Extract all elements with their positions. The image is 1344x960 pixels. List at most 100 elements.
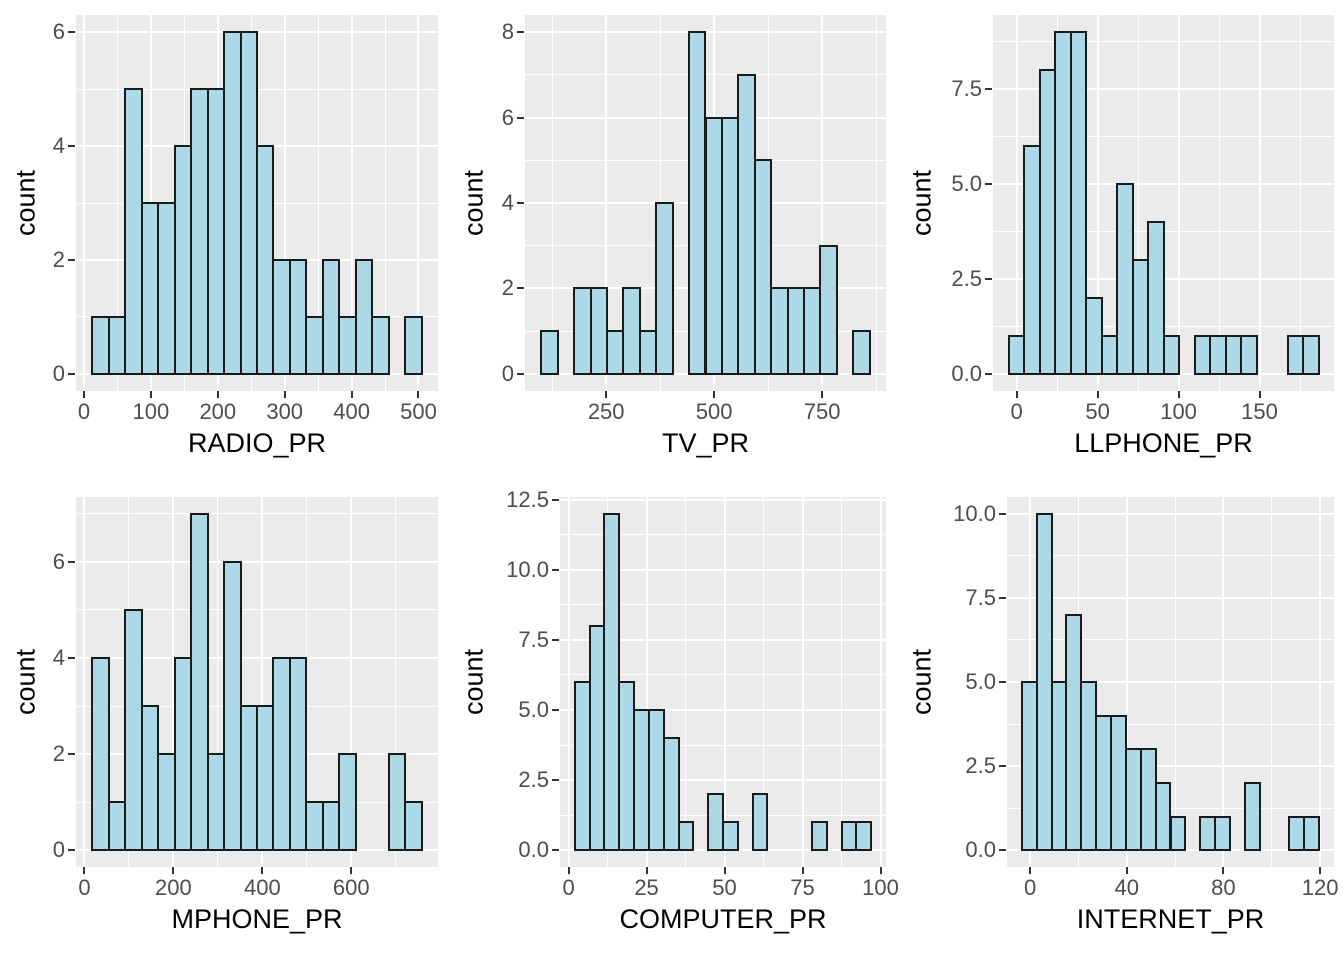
x-tick-label: 40 (1114, 875, 1139, 900)
gridline-major (645, 497, 648, 867)
gridline-minor (560, 674, 886, 676)
y-tick-mark (552, 498, 559, 501)
y-tick-label: 2.5 (951, 265, 982, 291)
histogram-bar (91, 656, 110, 852)
gridline-major (83, 15, 86, 391)
y-tick-label: 5.0 (951, 171, 982, 196)
x-tick-label: 100 (862, 875, 899, 900)
y-tick-label: 0.0 (951, 360, 982, 386)
y-tick-label: 2.5 (965, 753, 996, 779)
gridline-major (560, 638, 886, 641)
gridline-major (1007, 765, 1334, 768)
x-tick-mark (1125, 867, 1128, 874)
histogram-bar (1169, 815, 1187, 852)
histogram-bar (753, 159, 773, 375)
x-tick-mark (216, 391, 219, 398)
gridline-major (560, 498, 886, 501)
y-tick-mark (517, 116, 524, 119)
x-tick-mark (417, 391, 420, 398)
histogram-bar (852, 330, 871, 375)
x-tick-label: 0 (1010, 399, 1023, 424)
y-tick-mark (999, 596, 1006, 599)
x-axis-title: LLPHONE_PR (1074, 428, 1253, 458)
x-tick-mark (801, 867, 804, 874)
gridline-major (801, 497, 804, 867)
x-tick-mark (605, 391, 608, 398)
y-tick-label: 0 (52, 837, 65, 863)
x-axis-title: TV_PR (661, 428, 750, 458)
histogram-bar (855, 821, 873, 852)
gridline-major (723, 497, 726, 867)
y-tick-label: 8 (501, 19, 514, 45)
gridline-major (560, 568, 886, 571)
histogram-bar (1162, 334, 1180, 375)
gridline-minor (1218, 15, 1220, 391)
x-tick-mark (879, 867, 882, 874)
gridline-minor (1137, 15, 1139, 391)
histogram-bar (404, 315, 423, 375)
histogram-bar (655, 202, 674, 375)
x-tick-label: 200 (199, 399, 237, 424)
x-tick-mark (1222, 867, 1225, 874)
y-tick-label: 10.0 (953, 500, 996, 526)
y-axis-title: count (458, 169, 489, 237)
gridline-major (83, 497, 86, 867)
x-tick-label: 500 (400, 399, 437, 424)
x-tick-mark (1319, 867, 1322, 874)
y-tick-mark (999, 765, 1006, 768)
x-tick-mark (149, 391, 152, 398)
y-tick-mark (552, 779, 559, 782)
gridline-minor (1007, 555, 1334, 557)
gridline-minor (1007, 723, 1334, 725)
gridline-major (993, 183, 1334, 185)
x-tick-label: 150 (1241, 399, 1278, 424)
x-tick-mark (83, 391, 86, 398)
x-tick-label: 300 (266, 399, 304, 424)
gridline-major (560, 779, 886, 782)
y-tick-label: 10.0 (506, 556, 549, 582)
y-tick-mark (517, 202, 524, 204)
gridline-major (283, 15, 286, 391)
gridline-major (560, 709, 886, 712)
y-tick-label: 2 (52, 741, 65, 767)
x-tick-label: 100 (132, 399, 170, 424)
gridline-major (879, 497, 882, 867)
x-tick-label: 250 (587, 399, 625, 424)
gridline-major (350, 15, 353, 391)
histogram-bar (540, 330, 559, 375)
y-tick-label: 4 (52, 644, 65, 670)
gridline-major (1096, 15, 1099, 391)
y-tick-mark (68, 372, 75, 375)
y-tick-mark (999, 681, 1006, 683)
x-tick-label: 75 (790, 875, 815, 900)
x-tick-mark (83, 867, 86, 874)
gridline-major (261, 497, 264, 867)
x-tick-label: 500 (695, 399, 733, 424)
gridline-major (567, 497, 570, 867)
x-tick-label: 50 (1085, 399, 1110, 424)
gridline-minor (1007, 639, 1334, 641)
y-tick-mark (985, 372, 992, 375)
x-tick-label: 0 (77, 399, 91, 424)
y-axis-title: count (10, 648, 41, 716)
gridline-minor (1299, 15, 1301, 391)
gridline-minor (685, 497, 687, 867)
gridline-major (417, 15, 420, 391)
y-tick-mark (985, 88, 992, 91)
gridline-major (1007, 681, 1334, 683)
histogram-bar (1069, 31, 1087, 375)
x-tick-mark (821, 391, 824, 398)
histogram-bar (1303, 815, 1321, 852)
x-tick-mark (1258, 391, 1261, 398)
histogram-bar (1302, 334, 1320, 375)
x-tick-label: 0 (1023, 875, 1037, 900)
gridline-major (993, 88, 1334, 91)
y-tick-label: 0.0 (965, 837, 996, 863)
y-tick-mark (985, 277, 992, 280)
y-tick-mark (999, 849, 1006, 852)
y-tick-mark (517, 372, 524, 375)
histogram-bar (722, 821, 739, 852)
y-axis-title: count (10, 169, 41, 237)
y-tick-label: 6 (52, 548, 65, 574)
